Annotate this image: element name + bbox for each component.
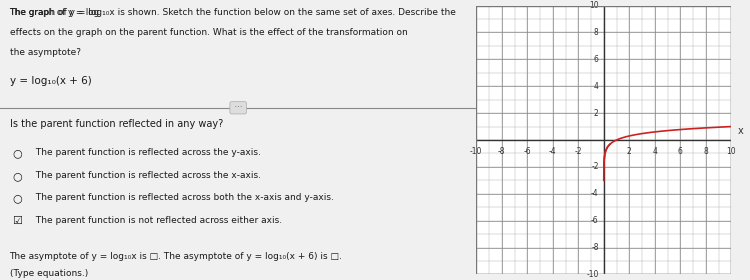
Text: -10: -10 — [470, 147, 482, 156]
Text: -10: -10 — [586, 270, 598, 279]
Text: -4: -4 — [591, 189, 598, 198]
Text: The parent function is reflected across the x-axis.: The parent function is reflected across … — [33, 171, 261, 180]
Text: 4: 4 — [652, 147, 657, 156]
Text: -4: -4 — [549, 147, 556, 156]
Text: The asymptote of y = log₁₀x is □. The asymptote of y = log₁₀(x + 6) is □.: The asymptote of y = log₁₀x is □. The as… — [10, 252, 343, 261]
Text: ···: ··· — [232, 103, 244, 112]
Text: 2: 2 — [594, 109, 598, 118]
Bar — [476, 6, 731, 274]
Text: ○: ○ — [12, 148, 22, 158]
Text: -2: -2 — [574, 147, 582, 156]
Text: ☑: ☑ — [12, 216, 22, 226]
Text: 4: 4 — [594, 82, 598, 91]
Text: The graph of y = log: The graph of y = log — [10, 8, 98, 17]
Text: y = log₁₀(x + 6): y = log₁₀(x + 6) — [10, 76, 92, 86]
Text: 10: 10 — [727, 147, 736, 156]
Text: The parent function is reflected across the y-axis.: The parent function is reflected across … — [33, 148, 261, 157]
Text: (Type equations.): (Type equations.) — [10, 269, 88, 278]
Text: effects on the graph on the parent function. What is the effect of the transform: effects on the graph on the parent funct… — [10, 28, 407, 37]
Text: 2: 2 — [627, 147, 632, 156]
Text: ○: ○ — [12, 193, 22, 203]
Text: The graph of y = log₁₀x is shown. Sketch the function below on the same set of a: The graph of y = log₁₀x is shown. Sketch… — [10, 8, 457, 17]
Text: the asymptote?: the asymptote? — [10, 48, 80, 57]
Text: 6: 6 — [678, 147, 682, 156]
Text: The parent function is not reflected across either axis.: The parent function is not reflected acr… — [33, 216, 283, 225]
Text: -8: -8 — [498, 147, 506, 156]
Text: x: x — [738, 126, 743, 136]
Text: 10: 10 — [589, 1, 598, 10]
Text: Is the parent function reflected in any way?: Is the parent function reflected in any … — [10, 119, 223, 129]
Text: The parent function is reflected across both the x-axis and y-axis.: The parent function is reflected across … — [33, 193, 334, 202]
Text: ○: ○ — [12, 171, 22, 181]
Text: 6: 6 — [594, 55, 598, 64]
Text: -2: -2 — [591, 162, 598, 171]
Text: 8: 8 — [704, 147, 708, 156]
Text: -8: -8 — [591, 243, 598, 252]
Text: -6: -6 — [524, 147, 531, 156]
Text: 8: 8 — [594, 28, 598, 37]
Text: -6: -6 — [591, 216, 598, 225]
